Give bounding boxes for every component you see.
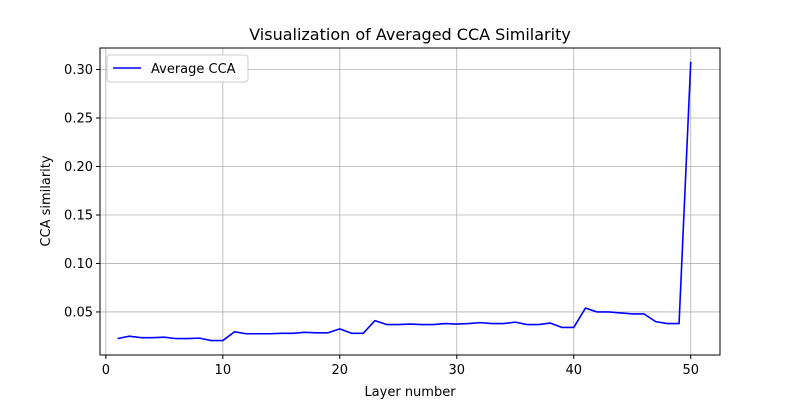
plot-frame: [99, 47, 721, 356]
x-tick-label: 20: [332, 363, 349, 378]
y-tick-label: 0.25: [64, 112, 93, 127]
series-line-average-cca: [117, 61, 692, 342]
y-axis: 0.05 0.10 0.15 0.20 0.25 0.30: [64, 63, 100, 320]
x-tick-label: 50: [682, 363, 699, 378]
legend-box: [106, 54, 249, 83]
legend-label: Average CCA: [151, 62, 236, 77]
legend: Average CCA: [106, 54, 249, 83]
y-tick-label: 0.30: [64, 63, 93, 78]
y-axis-label: CCA similarity: [39, 155, 54, 246]
y-tick-label: 0.05: [64, 305, 93, 320]
x-tick-label: 40: [566, 363, 583, 378]
y-tick-label: 0.10: [64, 257, 93, 272]
x-tick-label: 0: [102, 363, 110, 378]
y-tick-label: 0.20: [64, 160, 93, 175]
x-tick-label: 30: [449, 363, 466, 378]
x-axis: 0 10 20 30 40 50: [102, 355, 699, 378]
chart-title: Visualization of Averaged CCA Similarity: [249, 25, 571, 44]
series-layer: [117, 61, 692, 342]
x-axis-label: Layer number: [364, 385, 456, 400]
y-tick-label: 0.15: [64, 208, 93, 223]
x-tick-label: 10: [215, 363, 232, 378]
